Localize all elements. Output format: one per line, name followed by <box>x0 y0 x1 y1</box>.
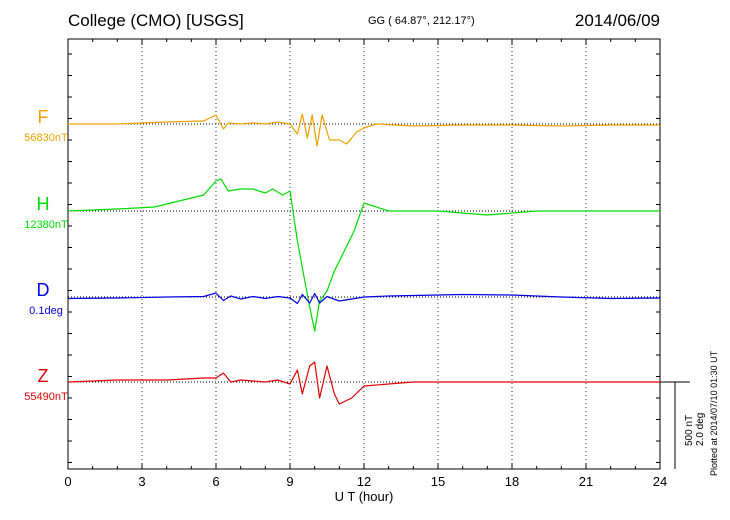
series-line-D <box>67 292 661 305</box>
x-tick-label: 3 <box>138 474 145 489</box>
component-label-D: D <box>37 280 50 300</box>
date-label: 2014/06/09 <box>574 11 660 30</box>
series-line-F <box>68 113 660 147</box>
baseline-value-Z: 55490nT <box>24 391 68 403</box>
plotted-timestamp: Plotted at 2014/07/10 01:30 UT <box>709 350 719 476</box>
baseline-value-F: 56830nT <box>24 132 68 144</box>
scale-bar-label-nt: 500 nT <box>684 415 695 446</box>
station-title: College (CMO) [USGS] <box>68 11 244 30</box>
x-tick-label: 15 <box>431 474 445 489</box>
series-line-H <box>67 178 660 332</box>
series-line-Z <box>67 361 660 405</box>
component-label-H: H <box>37 194 50 214</box>
x-tick-label: 24 <box>653 474 667 489</box>
x-tick-label: 12 <box>357 474 371 489</box>
baseline-value-D: 0.1deg <box>29 305 63 317</box>
baseline-value-H: 12380nT <box>24 219 68 231</box>
x-tick-label: 9 <box>286 474 293 489</box>
geographic-coordinates: GG ( 64.87°, 212.17°) <box>368 15 475 27</box>
x-tick-label: 0 <box>64 474 71 489</box>
component-label-F: F <box>38 107 49 127</box>
x-tick-label: 6 <box>212 474 219 489</box>
x-tick-label: 21 <box>579 474 593 489</box>
component-label-Z: Z <box>38 366 49 386</box>
scale-bar-label-deg: 2.0 deg <box>695 413 706 446</box>
x-tick-label: 18 <box>505 474 519 489</box>
x-axis-label: U T (hour) <box>335 489 394 504</box>
